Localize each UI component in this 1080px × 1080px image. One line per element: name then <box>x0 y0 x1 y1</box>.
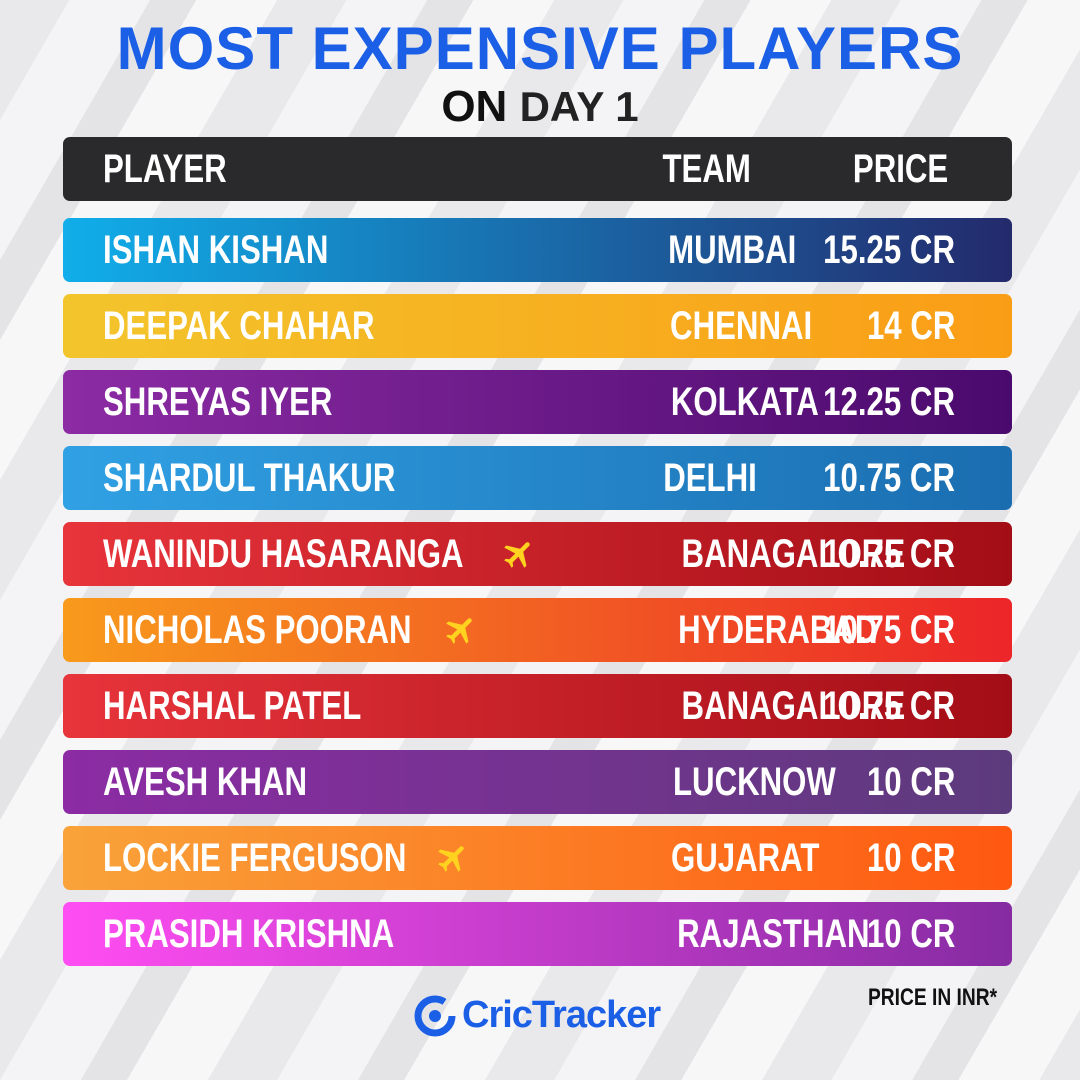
subtitle: ON DAY 1 <box>0 82 1080 132</box>
player-name: ISHAN KISHAN <box>103 228 329 272</box>
price: 12.25 CR <box>823 380 955 424</box>
team-name: GUJARAT <box>670 836 820 880</box>
column-header: PRICE <box>852 147 948 191</box>
subtitle-bold: DAY 1 <box>519 83 639 130</box>
column-header: PLAYER <box>103 147 227 191</box>
brand-name: CricTracker <box>462 994 661 1036</box>
table-row: SHREYAS IYER KOLKATA 12.25 CR <box>63 370 1012 434</box>
team-name: RAJASTHAN <box>677 912 870 956</box>
price: 15.25 CR <box>823 228 955 272</box>
team-name: DELHI <box>663 456 757 500</box>
subtitle-plain: ON <box>441 82 508 131</box>
player-name: PRASIDH KRISHNA <box>103 912 395 956</box>
table-row: HARSHAL PATEL BANAGALORE 10.75 CR <box>63 674 1012 738</box>
table-row: DEEPAK CHAHAR CHENNAI 14 CR <box>63 294 1012 358</box>
table-row: LOCKIE FERGUSON GUJARAT 10 CR <box>63 826 1012 890</box>
column-header: TEAM <box>662 147 751 191</box>
team-name: CHENNAI <box>670 304 813 348</box>
price: 10 CR <box>866 912 955 956</box>
overseas-icon <box>438 846 464 872</box>
player-name: HARSHAL PATEL <box>103 684 362 728</box>
player-name: SHREYAS IYER <box>103 380 333 424</box>
table-row: ISHAN KISHAN MUMBAI 15.25 CR <box>63 218 1012 282</box>
overseas-icon <box>504 542 530 568</box>
team-name: HYDERABAD <box>678 608 878 652</box>
team-name: MUMBAI <box>668 228 797 272</box>
brand-logo: CricTracker <box>414 994 661 1037</box>
price: 14 CR <box>866 304 955 348</box>
price: 10.75 CR <box>823 608 955 652</box>
table-row: AVESH KHAN LUCKNOW 10 CR <box>63 750 1012 814</box>
price: 10 CR <box>866 760 955 804</box>
player-name: WANINDU HASARANGA <box>103 532 464 576</box>
price: 10.75 CR <box>823 684 955 728</box>
player-name: LOCKIE FERGUSON <box>103 836 407 880</box>
player-name: NICHOLAS POORAN <box>103 608 412 652</box>
logo-icon <box>414 995 456 1036</box>
team-name: LUCKNOW <box>672 760 836 804</box>
team-name: KOLKATA <box>670 380 819 424</box>
table-row: PRASIDH KRISHNA RAJASTHAN 10 CR <box>63 902 1012 966</box>
overseas-icon <box>446 618 472 644</box>
player-name: SHARDUL THAKUR <box>103 456 396 500</box>
table-row: NICHOLAS POORAN HYDERABAD 10.75 CR <box>63 598 1012 662</box>
team-name: BANAGALORE <box>681 532 906 576</box>
price: 10.75 CR <box>823 456 955 500</box>
price: 10 CR <box>866 836 955 880</box>
price: 10.75 CR <box>823 532 955 576</box>
footnote: PRICE IN INR* <box>868 984 998 1011</box>
player-name: AVESH KHAN <box>103 760 307 804</box>
table-row: SHARDUL THAKUR DELHI 10.75 CR <box>63 446 1012 510</box>
table-header: PLAYER TEAM PRICE <box>63 137 1012 201</box>
team-name: BANAGALORE <box>681 684 906 728</box>
title: MOST EXPENSIVE PLAYERS <box>116 15 964 82</box>
player-name: DEEPAK CHAHAR <box>103 304 375 348</box>
table-row: WANINDU HASARANGA BANAGALORE 10.75 CR <box>63 522 1012 586</box>
